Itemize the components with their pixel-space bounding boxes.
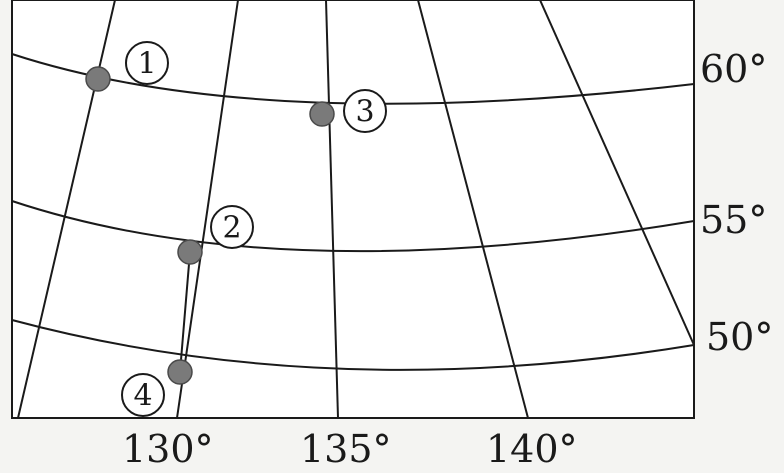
point-4 [167,359,193,385]
lat-label-55: 55° [700,198,767,242]
parallel-55 [11,200,695,253]
map-frame [11,0,695,419]
point-1 [85,66,111,92]
lon-label-140: 140° [486,427,578,471]
parallel-50 [11,319,695,371]
lon-label-135: 135° [300,427,392,471]
marker-2: 2 [210,205,254,249]
meridian-130 [176,0,239,419]
meridian-east [539,0,695,346]
marker-3: 3 [343,89,387,133]
point-2 [177,239,203,265]
marker-1-text: 1 [137,47,156,82]
route-line [179,251,191,373]
meridian-135 [325,0,339,419]
point-3 [309,101,335,127]
lon-label-130: 130° [122,427,214,471]
meridian-140 [417,0,529,419]
marker-4: 4 [121,373,165,417]
marker-3-text: 3 [355,95,374,130]
marker-1: 1 [125,41,169,85]
lat-label-60: 60° [700,47,767,91]
lat-label-50: 50° [706,315,773,359]
marker-4-text: 4 [133,379,152,414]
marker-2-text: 2 [222,211,241,246]
